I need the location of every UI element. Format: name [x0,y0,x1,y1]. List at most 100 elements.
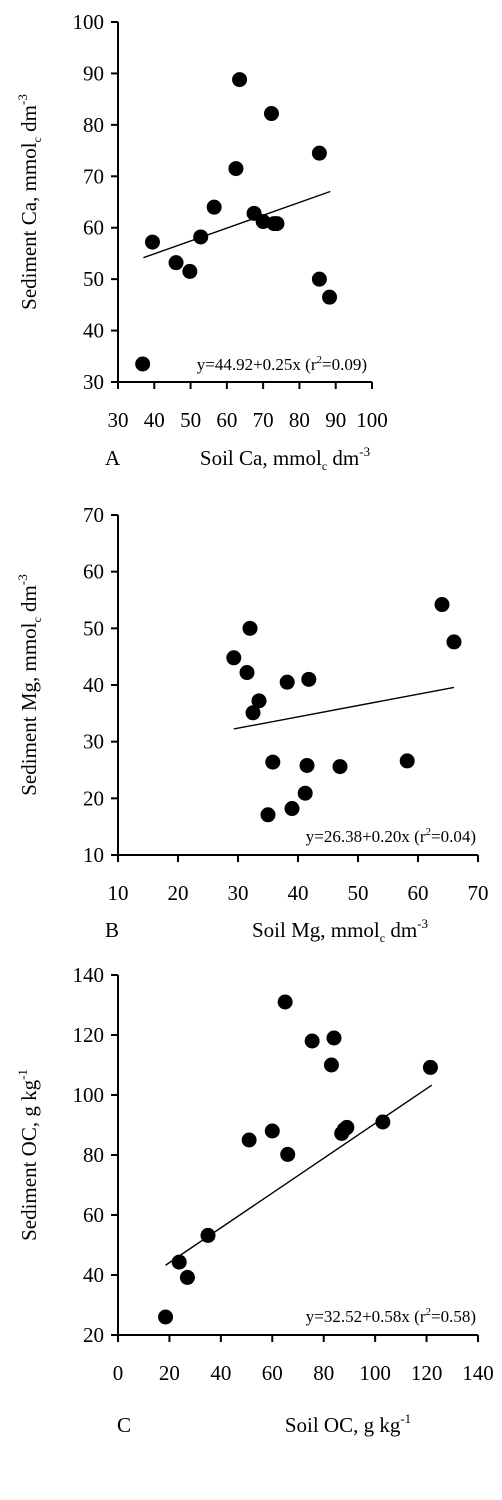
data-point [171,1254,187,1270]
data-point [301,671,317,687]
data-point [434,597,450,613]
data-point [422,1059,438,1075]
x-tick-label: 80 [313,1361,334,1385]
x-tick-label: 70 [468,881,489,905]
data-point [339,1119,355,1135]
x-tick-label: 100 [359,1361,391,1385]
data-point [144,234,160,250]
data-point [322,289,338,305]
data-point [226,650,242,666]
y-tick-label: 50 [83,267,104,291]
y-tick-label: 100 [73,1083,105,1107]
data-point [323,1057,339,1073]
data-point [280,1146,296,1162]
trend-line [143,190,331,259]
y-tick-label: 30 [83,370,104,394]
regression-equation: y=32.52+0.58x (r2=0.58) [306,1306,476,1326]
y-tick-label: 50 [83,616,104,640]
y-tick-label: 80 [83,113,104,137]
data-point [135,356,151,372]
data-point [228,161,244,177]
x-tick-label: 70 [253,408,274,432]
data-point [326,1030,342,1046]
panel-label: A [105,446,121,470]
data-point [311,271,327,287]
data-point [279,674,295,690]
panel-label: C [117,1413,131,1437]
data-point [239,665,255,681]
y-tick-label: 10 [83,843,104,867]
x-tick-label: 120 [411,1361,443,1385]
y-tick-label: 100 [73,10,105,34]
data-point [260,807,276,823]
x-axis-title: Soil Mg, mmolc dm-3 [252,916,428,945]
data-point [251,693,267,709]
data-point [269,216,285,232]
data-point [299,757,315,773]
x-tick-label: 60 [262,1361,283,1385]
data-point [242,620,258,636]
panel-c: 20 40 60 80 100 120 140 0 20 40 60 80 100 120 140 y=32.… [15,963,494,1437]
x-axis-title: Soil Ca, mmolc dm-3 [200,444,370,473]
data-point [375,1114,391,1130]
x-tick-label: 90 [325,408,346,432]
x-tick-label: 100 [356,408,388,432]
data-point [206,199,222,215]
regression-equation: y=44.92+0.25x (r2=0.09) [197,354,367,374]
x-tick-label: 50 [348,881,369,905]
data-point [168,255,184,271]
data-point [284,801,300,817]
x-tick-label: 0 [113,1361,124,1385]
x-tick-label: 40 [210,1361,231,1385]
x-tick-label: 30 [228,881,249,905]
data-point [182,263,198,279]
data-point [200,1227,216,1243]
y-tick-label: 60 [83,1203,104,1227]
x-tick-label: 30 [108,408,129,432]
regression-equation: y=26.38+0.20x (r2=0.04) [306,826,476,846]
x-tick-label: 20 [159,1361,180,1385]
data-point [193,229,209,245]
data-point [399,753,415,769]
y-tick-label: 40 [83,673,104,697]
data-point [304,1033,320,1049]
y-tick-label: 40 [83,319,104,343]
trend-line [233,686,455,730]
y-tick-label: 30 [83,730,104,754]
y-tick-label: 20 [83,786,104,810]
data-point [241,1132,257,1148]
y-tick-label: 140 [73,963,105,987]
x-tick-label: 80 [289,408,310,432]
y-tick-label: 80 [83,1143,104,1167]
data-point [265,754,281,770]
panel-a: 30 40 50 60 70 80 90 100 30 40 50 60 70 80 90 100 y=44.9… [15,10,388,473]
x-tick-label: 60 [408,881,429,905]
x-tick-label: 50 [180,408,201,432]
data-point [297,785,313,801]
y-axis-title: Sediment OC, g kg-1 [15,1069,41,1241]
y-axis-title: Sediment Ca, mmolc dm-3 [15,94,44,310]
panel-b: 10 20 30 40 50 60 70 10 20 30 40 50 60 70 y=26.38+0.20… [15,503,489,945]
y-tick-label: 20 [83,1323,104,1347]
x-tick-label: 40 [288,881,309,905]
y-tick-label: 40 [83,1263,104,1287]
data-point [245,705,261,721]
x-tick-label: 40 [144,408,165,432]
x-tick-label: 20 [168,881,189,905]
data-point [332,759,348,775]
data-point [311,145,327,161]
x-axis-title: Soil OC, g kg-1 [285,1411,411,1437]
y-tick-label: 60 [83,560,104,584]
y-tick-label: 90 [83,61,104,85]
data-point [446,634,462,650]
data-point [158,1309,174,1325]
x-tick-label: 60 [216,408,237,432]
y-tick-label: 70 [83,164,104,188]
y-tick-label: 70 [83,503,104,527]
y-axis-title: Sediment Mg, mmolc dm-3 [15,574,44,796]
data-point [263,106,279,122]
x-tick-label: 140 [462,1361,494,1385]
data-point [179,1269,195,1285]
data-point [232,72,248,88]
